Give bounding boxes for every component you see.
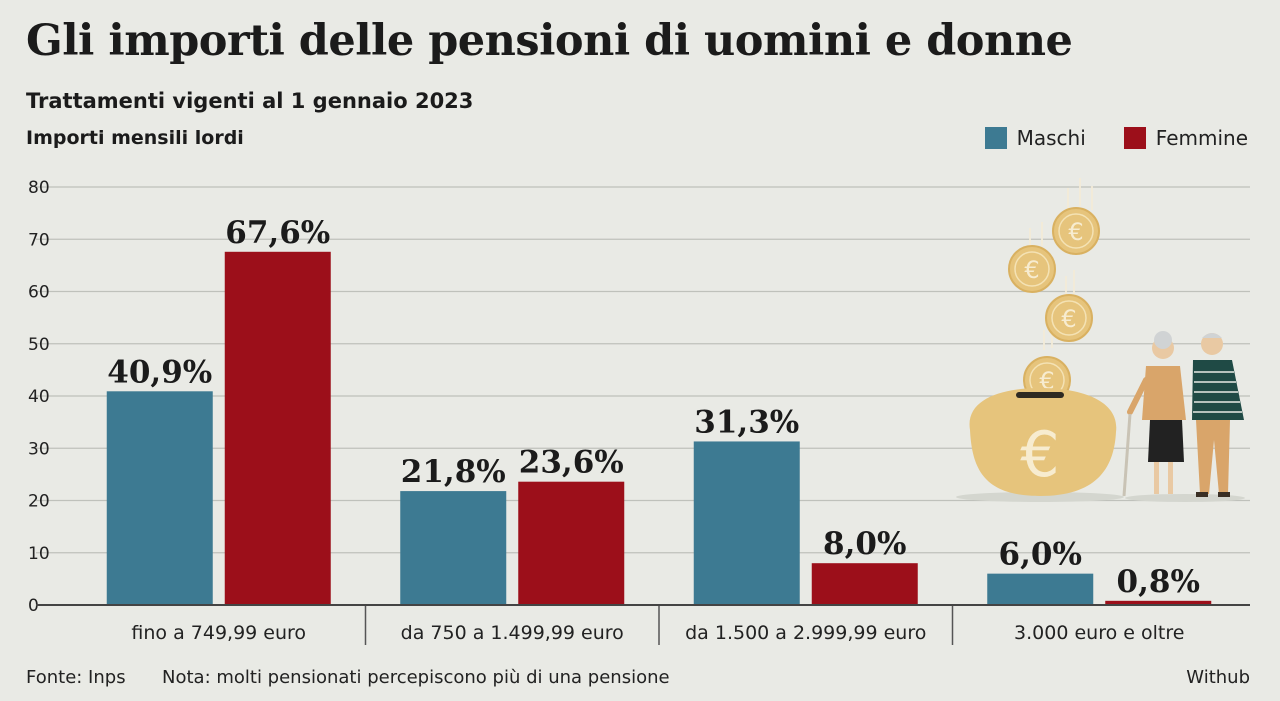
bar-value-label: 23,6% (519, 445, 624, 481)
bar-femmine-3 (811, 563, 918, 605)
y-tick-label: 70 (28, 230, 50, 250)
bar-femmine-2 (518, 481, 625, 605)
chart-title: Gli importi delle pensioni di uomini e d… (26, 16, 1073, 66)
note-text: Nota: molti pensionati percepiscono più … (162, 667, 670, 688)
x-tick-label: 3.000 euro e oltre (1014, 622, 1184, 644)
bar-maschi-2 (400, 491, 507, 605)
x-tick-label: fino a 749,99 euro (131, 622, 306, 644)
legend-swatch-femmine (1123, 127, 1146, 149)
euro-coin-icon: € (1052, 207, 1100, 255)
y-tick-label: 20 (28, 492, 50, 512)
bar-value-label: 40,9% (107, 354, 212, 390)
legend-label-maschi: Maschi (1016, 126, 1086, 150)
pension-illustration: € € € € € (956, 178, 1245, 502)
chart-subtitle: Trattamenti vigenti al 1 gennaio 2023 (26, 89, 474, 113)
y-tick-label: 80 (28, 178, 50, 198)
y-tick-label: 50 (28, 335, 50, 355)
svg-text:€: € (1039, 367, 1054, 395)
euro-coin-icon: € (1008, 245, 1056, 293)
elderly-couple-icon (1122, 331, 1245, 502)
y-tick-label: 10 (28, 544, 50, 564)
x-axis (36, 604, 1250, 645)
bar-maschi-3 (693, 441, 800, 605)
legend-swatch-maschi (984, 127, 1007, 149)
bar-maschi-1 (106, 391, 213, 605)
svg-text:€: € (1061, 305, 1076, 333)
piggy-bank-icon: € (956, 388, 1124, 502)
euro-coin-icon: € (1045, 294, 1093, 342)
bar-value-label: 31,3% (694, 404, 799, 440)
bar-maschi-4 (987, 573, 1094, 605)
x-tick-labels: fino a 749,99 euro da 750 a 1.499,99 euro… (131, 622, 1184, 644)
bar-value-labels: 40,9% 67,6% 21,8% 23,6% 31,3% 8,0% 6,0% 0,8% (107, 215, 1200, 600)
legend-item-femmine: Femmine (1123, 126, 1248, 150)
bar-value-label: 8,0% (823, 526, 906, 562)
bar-value-label: 6,0% (999, 537, 1082, 573)
bars (106, 251, 1212, 606)
x-tick-label: da 1.500 a 2.999,99 euro (685, 622, 926, 644)
y-axis-label: Importi mensili lordi (26, 127, 244, 149)
bar-femmine-1 (224, 251, 331, 606)
x-tick-label: da 750 a 1.499,99 euro (401, 622, 624, 644)
legend-label-femmine: Femmine (1155, 126, 1248, 150)
svg-text:€: € (1024, 256, 1039, 284)
credit-text: Withub (1186, 667, 1250, 688)
svg-text:€: € (1068, 218, 1083, 246)
legend-item-maschi: Maschi (984, 126, 1086, 150)
source-text: Fonte: Inps (26, 667, 126, 688)
y-tick-label: 30 (28, 439, 50, 459)
y-tick-label: 0 (28, 596, 39, 616)
y-tick-label: 60 (28, 283, 50, 303)
svg-text:€: € (1020, 418, 1059, 491)
bar-value-label: 67,6% (225, 215, 330, 251)
legend: Maschi Femmine (984, 126, 1248, 150)
bar-femmine-4 (1105, 600, 1212, 605)
bar-value-label: 0,8% (1117, 564, 1200, 600)
y-tick-labels: 0 10 20 30 40 50 60 70 80 (28, 178, 50, 616)
bar-value-label: 21,8% (401, 454, 506, 490)
y-tick-label: 40 (28, 387, 50, 407)
